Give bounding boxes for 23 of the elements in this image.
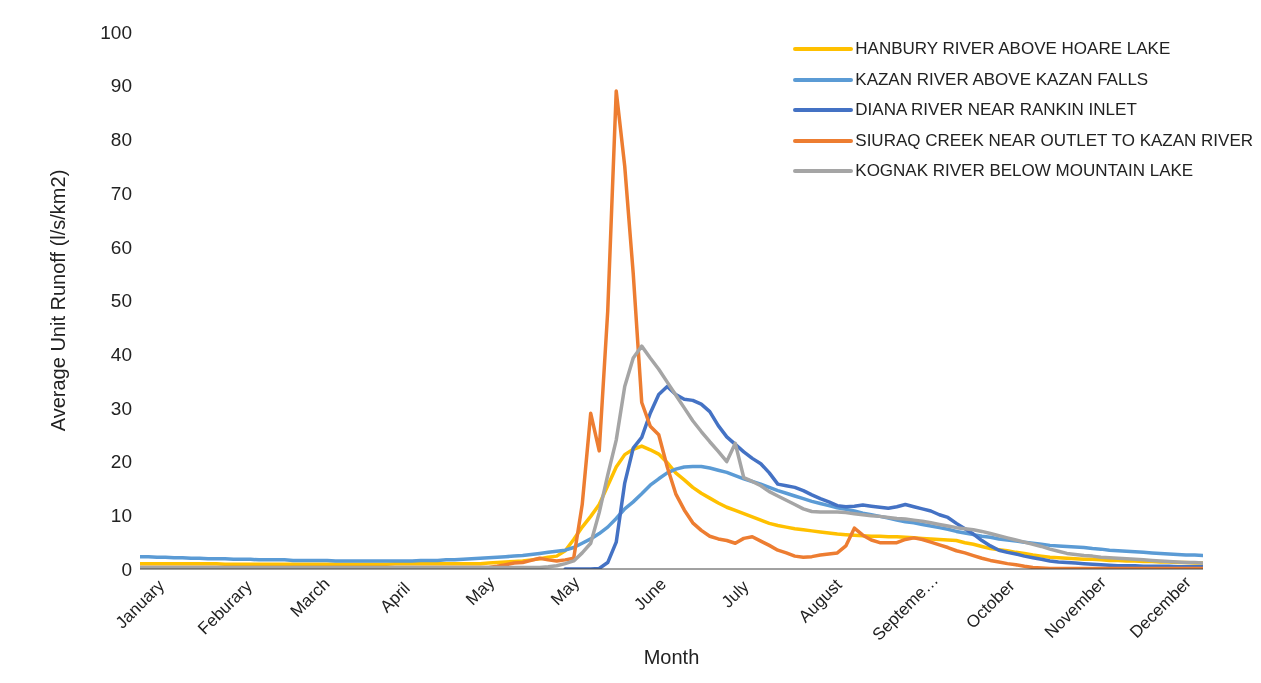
line-series [563, 384, 1203, 569]
legend-label: DIANA RIVER NEAR RANKIN INLET [855, 100, 1137, 121]
legend-label: HANBURY RIVER ABOVE HOARE LAKE [855, 39, 1171, 60]
y-tick-label: 40 [110, 343, 132, 365]
x-tick-label: May [462, 572, 499, 609]
y-tick-label: 10 [110, 505, 132, 527]
y-tick-label: 70 [110, 182, 132, 204]
line-series [140, 344, 1203, 569]
legend-label: KAZAN RIVER ABOVE KAZAN FALLS [855, 69, 1149, 90]
x-tick-label: July [717, 576, 754, 612]
y-tick-label: 90 [110, 75, 132, 97]
x-axis-title: Month [643, 646, 700, 668]
x-tick-label: May [547, 572, 584, 609]
y-tick-label: 100 [100, 21, 132, 43]
y-axis-title: Average Unit Runoff (l/s/km2) [47, 169, 70, 432]
y-tick-label: 80 [110, 129, 132, 151]
y-tick-label: 50 [110, 290, 132, 312]
legend-label: SIURAQ CREEK NEAR OUTLET TO KAZAN RIVER [855, 130, 1253, 151]
y-tick-label: 0 [121, 558, 132, 580]
y-tick-label: 30 [110, 397, 132, 419]
y-tick-label: 60 [110, 236, 132, 258]
legend-label: KOGNAK RIVER BELOW MOUNTAIN LAKE [855, 161, 1194, 182]
y-tick-label: 20 [110, 451, 132, 473]
